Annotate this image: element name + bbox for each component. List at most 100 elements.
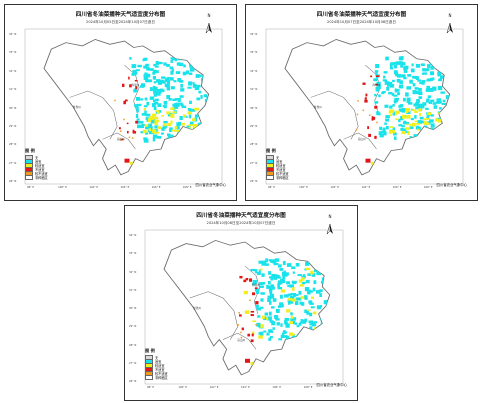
legend-title: 图 例 <box>266 148 276 153</box>
region-label: 阿坝州 <box>131 83 140 87</box>
legend-item: 非种植区 <box>25 174 48 180</box>
longitude-tick: 108° E <box>423 186 433 189</box>
legend-swatch <box>266 174 274 180</box>
legend-label: 无 <box>155 355 159 360</box>
map-panel-2: 四川省冬油菜播种天气适宜度分布图 2024年10月07日至2024年10月08日逐… <box>245 4 478 201</box>
north-arrow-icon: N <box>204 14 214 37</box>
longitude-tick: 102° E <box>330 186 340 189</box>
legend-item: 非种植区 <box>266 174 289 180</box>
map-title: 四川省冬油菜播种天气适宜度分布图 <box>196 213 286 219</box>
legend-label: 较适宜 <box>35 163 45 168</box>
longitude-tick: 98° E <box>27 186 35 189</box>
latitude-tick: 32° N <box>9 69 17 73</box>
latitude-tick: 32° N <box>250 69 258 73</box>
north-label: N <box>448 13 452 18</box>
latitude-tick: 27° N <box>250 161 258 165</box>
latitude-tick: 28° N <box>129 343 137 347</box>
longitude-tick: 106° E <box>151 186 161 189</box>
map-frame <box>24 28 223 185</box>
longitude-tick: 108° E <box>182 186 192 189</box>
longitude-tick: 98° E <box>268 186 276 189</box>
legend-label: 较不适宜 <box>155 371 168 376</box>
longitude-tick: 100° E <box>58 186 67 189</box>
legend-item: 非种植区 <box>145 374 168 380</box>
latitude-tick: 33° N <box>9 51 17 55</box>
north-arrow-icon: N <box>445 14 455 37</box>
north-arrow-icon: N <box>325 215 335 238</box>
map-panel-3: 四川省冬油菜播种天气适宜度分布图 2024年10月08日至2024年10月07日逐… <box>124 205 358 401</box>
region-label: 阿坝州 <box>372 83 381 87</box>
suitability-layer <box>114 56 209 165</box>
legend-swatch <box>25 174 33 180</box>
legend-title: 图 例 <box>25 148 35 153</box>
legend-label: 较适宜 <box>155 363 165 368</box>
legend-swatch <box>145 374 153 380</box>
latitude-tick: 27° N <box>129 361 137 365</box>
legend-label: 非种植区 <box>35 175 48 180</box>
legend-label: 非种植区 <box>276 175 289 180</box>
latitude-tick: 29° N <box>129 325 137 329</box>
map-title: 四川省冬油菜播种天气适宜度分布图 <box>316 12 407 18</box>
latitude-tick: 26° N <box>129 380 137 383</box>
latitude-tick: 29° N <box>250 124 258 128</box>
legend-label: 适宜 <box>155 359 162 364</box>
longitude-tick: 108° E <box>303 386 313 389</box>
legend-label: 无 <box>35 155 39 160</box>
latitude-tick: 31° N <box>129 288 137 292</box>
longitude-tick: 98° E <box>147 386 155 389</box>
map-frame <box>144 229 344 385</box>
suitability-layer <box>355 56 450 165</box>
latitude-tick: 30° N <box>129 307 137 310</box>
legend-label: 较不适宜 <box>35 171 48 176</box>
legend-label: 不适宜 <box>155 367 165 372</box>
region-label: 凉山州 <box>116 138 125 142</box>
latitude-tick: 26° N <box>9 180 17 183</box>
legend-label: 不适宜 <box>276 167 286 172</box>
legend-label: 不适宜 <box>35 167 45 172</box>
region-label: 凉山州 <box>357 138 366 142</box>
province-shape <box>163 239 331 376</box>
map-frame <box>265 28 464 185</box>
map-credit: 四川省农业气象中心 <box>436 183 467 187</box>
map-subtitle: 2024年10月08日至2024年10月07日逐日 <box>206 221 276 225</box>
latitude-tick: 27° N <box>9 161 17 165</box>
longitude-tick: 100° E <box>178 386 188 389</box>
latitude-tick: 31° N <box>9 88 17 92</box>
map-subtitle: 2024年10月05日至2024年10月07日逐日 <box>86 20 155 24</box>
longitude-tick: 102° E <box>89 186 99 189</box>
longitude-tick: 104° E <box>120 186 130 189</box>
region-label: 阿坝州 <box>252 284 260 288</box>
legend-title: 图 例 <box>145 348 155 353</box>
longitude-tick: 104° E <box>241 386 250 389</box>
region-label: 甘孜州 <box>313 106 322 110</box>
legend-label: 无 <box>276 155 280 160</box>
map-title: 四川省冬油菜播种天气适宜度分布图 <box>75 12 166 18</box>
latitude-tick: 29° N <box>9 124 17 128</box>
legend-label: 较不适宜 <box>276 171 289 176</box>
legend-label: 非种植区 <box>155 375 168 380</box>
latitude-tick: 33° N <box>250 51 258 55</box>
suitability-layer <box>237 257 330 365</box>
map-subtitle: 2024年10月07日至2024年10月08日逐日 <box>327 20 396 24</box>
latitude-tick: 31° N <box>250 88 258 92</box>
province-shape <box>43 39 210 176</box>
region-label: 甘孜州 <box>193 306 201 310</box>
map-legend: 图 例无适宜 较适宜 不适宜 较不适宜 非种植区 <box>25 148 48 180</box>
legend-label: 适宜 <box>35 159 42 164</box>
map-legend: 图 例无适宜 较适宜 不适宜 较不适宜 非种植区 <box>266 148 289 180</box>
longitude-tick: 104° E <box>361 186 371 189</box>
latitude-tick: 32° N <box>129 270 137 274</box>
latitude-tick: 28° N <box>250 143 258 147</box>
region-label: 凉山州 <box>237 338 246 342</box>
map-credit: 四川省农业气象中心 <box>316 383 347 387</box>
map-credit: 四川省农业气象中心 <box>195 183 226 187</box>
latitude-tick: 30° N <box>9 106 17 110</box>
longitude-tick: 100° E <box>299 186 308 189</box>
longitude-tick: 106° E <box>272 386 282 389</box>
province-shape <box>284 39 451 176</box>
map-legend: 图 例无适宜 较适宜 不适宜 较不适宜 非种植区 <box>145 348 168 380</box>
north-label: N <box>328 214 332 219</box>
latitude-tick: 26° N <box>250 180 258 183</box>
north-label: N <box>207 13 211 18</box>
region-label: 甘孜州 <box>72 106 81 110</box>
